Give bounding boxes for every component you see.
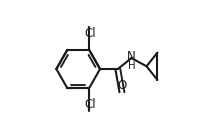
Text: H: H bbox=[128, 61, 136, 71]
Text: Cl: Cl bbox=[85, 98, 96, 111]
Text: Cl: Cl bbox=[85, 27, 96, 40]
Text: N: N bbox=[127, 50, 135, 63]
Text: O: O bbox=[117, 79, 127, 91]
